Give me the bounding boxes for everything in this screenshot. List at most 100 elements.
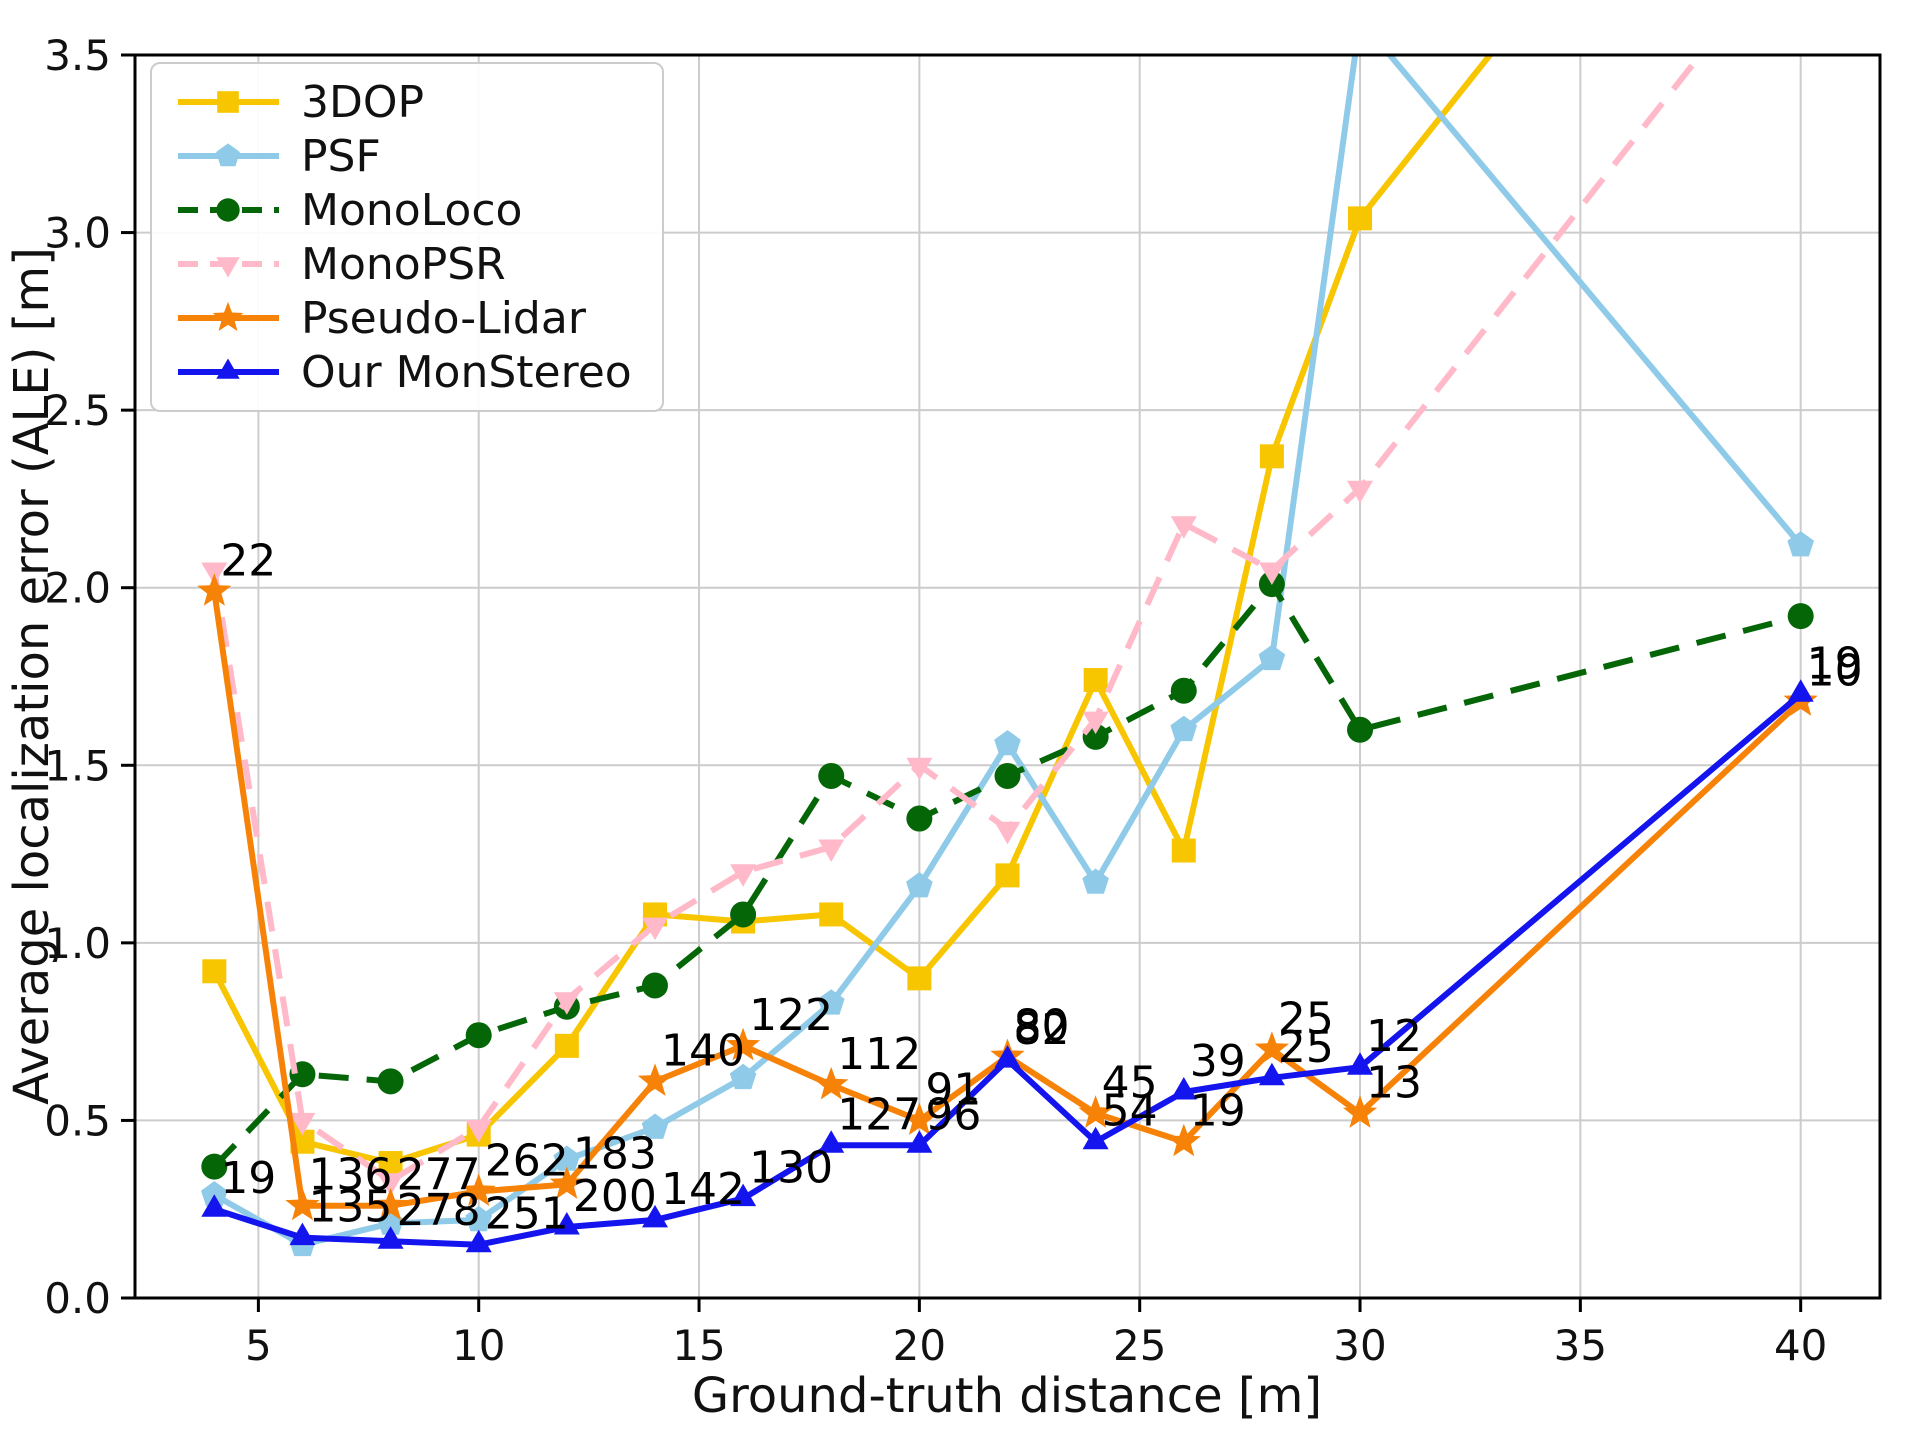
star-marker [461,1173,496,1206]
pentagon-marker [1082,868,1109,894]
square-marker [819,902,844,927]
pentagon-marker [201,1181,228,1207]
square-marker [995,863,1020,888]
legend: 3DOP PSF MonoLoco MonoPSR Pseudo-Lidar Our Mo… [150,62,664,412]
circle-marker [201,1153,228,1180]
grid-lines [135,54,1880,1299]
triangle-up-marker [1347,1052,1373,1075]
count-annotation: 12 [1366,1011,1422,1062]
x-tick-label: 40 [1774,1321,1827,1370]
square-marker [217,91,239,113]
pentagon-marker [216,143,240,167]
count-annotation: 142 [661,1164,745,1215]
triangle-up-marker [216,358,240,379]
star-marker [373,1187,408,1221]
series-line [211,55,1705,1184]
star-marker [902,1102,937,1135]
legend-item-pseudo-lidar: Pseudo-Lidar [176,293,632,344]
count-annotation: 136 [308,1150,392,1201]
y-axis-label: Average localization error (ALE) [m] [4,247,60,1105]
x-tick-label: 20 [893,1321,946,1370]
star-marker [285,1187,320,1221]
count-annotation: 91 [925,1064,981,1115]
pentagon-marker [553,1145,581,1171]
pentagon-marker [994,730,1021,756]
triangle-down-marker [730,864,757,887]
triangle-up-marker [994,1045,1021,1068]
legend-item-our-monstereo: Our MonStereo [176,347,632,398]
x-tick-label: 25 [1113,1321,1166,1370]
count-annotation: 130 [749,1143,833,1194]
triangle-down-marker [994,821,1021,845]
star-marker [1078,1095,1113,1128]
pentagon-marker [1170,715,1198,742]
legend-label: 3DOP [301,76,425,128]
circle-marker [818,762,845,789]
count-annotation: 25 [1278,993,1334,1044]
triangle-up-marker [730,1183,757,1207]
count-annotation: 127 [837,1089,921,1140]
x-tick-label: 5 [245,1321,272,1370]
legend-item-psf: PSF [176,131,632,182]
count-annotation: 19 [1190,1086,1246,1137]
y-tick-label: 0.0 [44,1274,111,1323]
y-tick-label: 3.5 [44,31,111,80]
triangle-up-marker [1787,679,1814,702]
triangle-up-marker [465,1229,492,1253]
count-annotation: 183 [573,1128,657,1179]
series-monopsr [201,55,1705,1196]
triangle-down-marker [818,839,845,862]
x-tick-label: 30 [1333,1321,1386,1370]
y-tick-label: 2.5 [44,386,111,435]
pentagon-marker [641,1113,669,1139]
triangle-down-marker [465,1120,492,1143]
star-marker [637,1063,673,1096]
x-tick-label: 10 [452,1321,505,1370]
y-tick-label: 0.5 [44,1096,111,1145]
count-annotation: 19 [1807,638,1863,689]
pentagon-marker [1787,531,1814,557]
series-pseudo-lidar [197,573,1818,1221]
legend-item-monopsr: MonoPSR [176,238,632,290]
square-marker [202,959,227,984]
y-tick-label: 3.0 [44,209,111,258]
count-annotation: 277 [397,1150,481,1201]
count-annotation: 82 [1014,1004,1070,1055]
legend-swatch-square [178,91,279,113]
y-tick-label: 2.0 [44,564,111,613]
x-tick-label: 35 [1554,1321,1607,1370]
legend-swatch-triangle-down [178,257,279,278]
pentagon-marker [1347,6,1374,31]
count-annotation: 10 [1807,645,1863,696]
square-marker [1171,838,1196,863]
x-tick-label: 15 [672,1321,725,1370]
circle-marker [641,972,668,999]
square-marker [1348,206,1373,231]
legend-label: MonoPSR [301,238,506,290]
triangle-down-marker [553,992,580,1015]
pentagon-marker [906,872,933,898]
square-marker [907,966,932,991]
triangle-down-marker [289,1112,316,1136]
pentagon-marker [465,1205,492,1232]
series-our-monstereo [201,679,1814,1253]
circle-marker [465,1022,492,1049]
series-3dop [202,55,1494,1176]
triangle-up-marker [906,1130,933,1153]
legend-swatch-star [178,301,279,332]
count-annotation: 19 [220,1153,276,1204]
star-marker [1254,1031,1289,1064]
count-annotation: 45 [1102,1057,1158,1108]
legend-swatch-triangle-up [178,358,279,379]
count-annotation: 13 [1366,1057,1422,1108]
count-annotation: 122 [749,990,833,1041]
triangle-down-marker [1347,480,1373,504]
triangle-up-marker [642,1204,668,1228]
count-annotation: 140 [661,1025,745,1076]
triangle-down-marker [377,1173,404,1196]
triangle-up-marker [1258,1062,1285,1086]
legend-label: MonoLoco [301,184,523,236]
legend-item-3dop: 3DOP [176,76,632,128]
